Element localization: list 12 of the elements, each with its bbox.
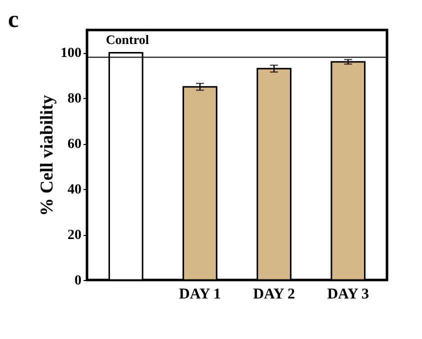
- y-tick-label: 20: [68, 228, 82, 244]
- y-tick-label: 100: [60, 46, 82, 62]
- y-tick-label: 60: [68, 137, 82, 152]
- y-axis-title: % Cell viability: [36, 95, 56, 216]
- chart-title: c: [8, 7, 19, 33]
- y-tick-label: 40: [68, 182, 82, 198]
- y-tick-label: 0: [74, 274, 82, 288]
- x-tick-label: DAY 1: [179, 286, 221, 302]
- x-tick-label: DAY 2: [253, 286, 295, 302]
- annotation: Control: [106, 32, 150, 47]
- x-tick-label: DAY 3: [327, 286, 370, 302]
- y-tick-label: 80: [68, 92, 82, 107]
